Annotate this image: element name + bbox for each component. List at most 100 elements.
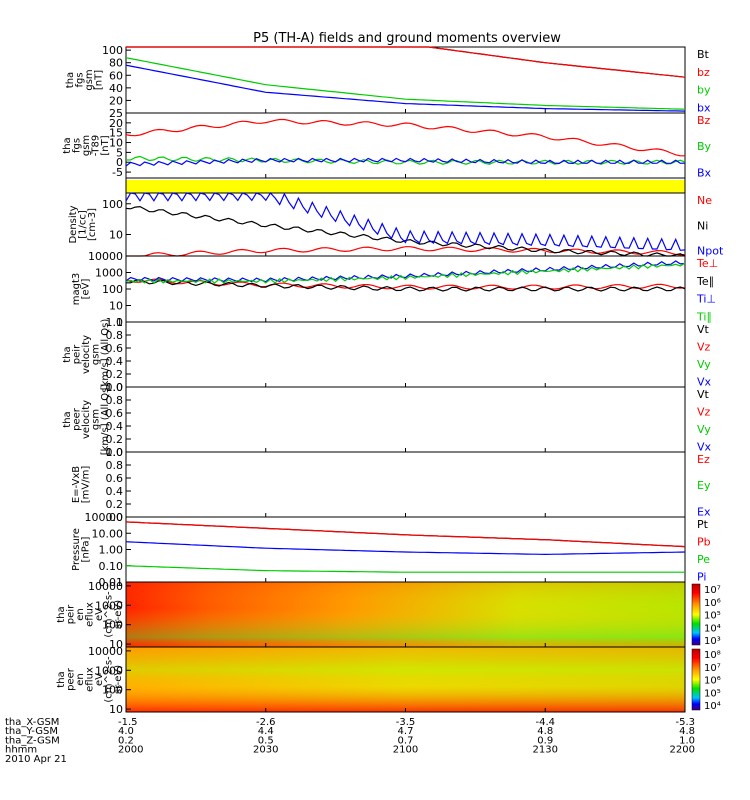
y-axis-label: peir bbox=[66, 604, 77, 624]
panel-pressure: 100.00 10.00 1.00 0.10 0.01 Pressure[nPa] Pt Pb… bbox=[71, 511, 711, 589]
y-axis-label: velocity bbox=[81, 400, 92, 439]
y-tick-label: 0.6 bbox=[106, 472, 124, 485]
legend-Pe: Pe bbox=[697, 553, 710, 566]
y-tick-label: 0.4 bbox=[106, 420, 124, 433]
y-tick-label: 100 bbox=[102, 619, 123, 632]
y-tick-label: 0.6 bbox=[106, 407, 124, 420]
x-row-value: 0.2 bbox=[118, 735, 134, 746]
colorbar bbox=[691, 648, 701, 711]
legend-Vy: Vy bbox=[697, 423, 711, 436]
y-tick-label: 0.4 bbox=[106, 355, 124, 368]
y-axis-label: tha bbox=[56, 671, 67, 687]
colorbar-tick-label: 10⁵ bbox=[704, 611, 721, 622]
legend-bx: bx bbox=[697, 101, 711, 114]
y-axis-label: sr-eV) bbox=[113, 600, 124, 629]
y-tick-label: -5 bbox=[112, 166, 123, 179]
legend-Ex: Ex bbox=[697, 505, 711, 518]
x-row-value: 4.8 bbox=[679, 726, 695, 737]
y-axis-label: en bbox=[75, 673, 86, 686]
legend-By: By bbox=[697, 140, 712, 153]
legend-Vz: Vz bbox=[697, 405, 711, 418]
y-tick-label: 100.00 bbox=[85, 511, 124, 524]
y-tick-label: 10000 bbox=[88, 580, 123, 593]
y-tick-label: 1 bbox=[116, 316, 123, 329]
x-row-value: 2200 bbox=[670, 745, 695, 756]
y-axis-label: sr-eV) bbox=[113, 665, 124, 694]
y-tick-label: 0.8 bbox=[106, 459, 124, 472]
x-row-value: 4.0 bbox=[118, 726, 134, 737]
panel-temp: 10000 1000 100 10 1 magt3[eV] Te⊥ Te∥ Ti⊥ Ti∥ bbox=[71, 250, 718, 329]
colorbar-tick-label: 10⁵ bbox=[704, 688, 721, 699]
y-axis-label: tha bbox=[62, 346, 73, 362]
y-axis-label: gsm bbox=[81, 135, 92, 156]
legend-Ti⊥: Ti⊥ bbox=[696, 293, 716, 306]
legend-Vt: Vt bbox=[697, 323, 710, 336]
colorbar-tick-label: 10⁴ bbox=[704, 701, 721, 712]
y-tick-label: 40 bbox=[109, 82, 123, 95]
y-tick-label: 10.00 bbox=[92, 527, 124, 540]
series-Te⊥ bbox=[125, 278, 686, 290]
y-axis-label: [nT] bbox=[94, 70, 105, 90]
x-row-label: 2010 Apr 21 bbox=[5, 754, 67, 765]
legend-Ne: Ne bbox=[697, 194, 712, 207]
series-bx bbox=[125, 64, 686, 112]
panel-frame bbox=[125, 321, 686, 388]
series-Bx bbox=[125, 157, 686, 167]
x-row-value: 0.9 bbox=[537, 735, 553, 746]
y-axis-label: velocity bbox=[81, 335, 92, 374]
panel-ve: 1.00.80.60.40.20.0thapeervelocitygsm[km/… bbox=[62, 381, 712, 459]
series-Pe bbox=[125, 565, 685, 573]
colorbar bbox=[691, 583, 701, 646]
y-tick-label: 1000 bbox=[95, 267, 123, 280]
y-tick-label: 60 bbox=[109, 69, 123, 82]
series-Te∥ bbox=[126, 278, 686, 292]
y-tick-label: 0.0 bbox=[106, 446, 124, 459]
y-axis-label: [km/s] (All Qs) bbox=[100, 319, 111, 391]
y-axis-label: peir bbox=[72, 344, 83, 364]
spectrogram-energy-shading bbox=[126, 582, 685, 647]
y-axis-label: eflux bbox=[85, 667, 96, 692]
y-tick-label: 15 bbox=[109, 127, 123, 140]
y-axis-label: peer bbox=[66, 667, 77, 691]
y-axis-label: (cm^2-s- bbox=[104, 656, 115, 703]
legend-Bt: Bt bbox=[697, 48, 710, 61]
flag-bar bbox=[126, 180, 685, 193]
y-axis-label: peer bbox=[72, 407, 83, 431]
x-row-value: 4.7 bbox=[398, 726, 414, 737]
x-row-value: 2130 bbox=[533, 745, 558, 756]
colorbar-tick-label: 10⁷ bbox=[704, 585, 721, 596]
colorbar-tick-label: 10⁶ bbox=[704, 598, 721, 609]
legend-Pt: Pt bbox=[697, 518, 709, 531]
x-row-value: -5.3 bbox=[675, 717, 695, 728]
y-axis-label: [nT] bbox=[100, 135, 111, 155]
y-tick-label: 0.2 bbox=[106, 498, 124, 511]
panel-density: 100 10 Density[1/cc][cm-3] Ne Ni Npot bbox=[68, 192, 724, 258]
y-tick-label: 0.8 bbox=[106, 329, 124, 342]
y-tick-label: 0.0 bbox=[106, 511, 124, 524]
y-axis-label: Pressure bbox=[71, 528, 82, 571]
x-row-value: 0.7 bbox=[398, 735, 414, 746]
y-tick-label: 10 bbox=[109, 300, 123, 313]
y-tick-label: 1.00 bbox=[99, 544, 124, 557]
x-row-value: 4.8 bbox=[537, 726, 553, 737]
y-axis-label: E=-VxB bbox=[71, 466, 82, 503]
series-Pb bbox=[125, 521, 686, 548]
x-row-value: 2000 bbox=[118, 745, 143, 756]
y-tick-label: 0.01 bbox=[99, 576, 124, 589]
legend-Te⊥: Te⊥ bbox=[696, 257, 718, 270]
x-row-label: tha_Z-GSM bbox=[5, 735, 60, 746]
series-Bt bbox=[126, 46, 686, 78]
spectrogram-energy-shading bbox=[126, 647, 685, 712]
y-tick-label: 1.0 bbox=[106, 381, 124, 394]
panel-frame bbox=[125, 386, 686, 453]
y-axis-label: eV bbox=[94, 608, 105, 621]
y-tick-label: 100 bbox=[102, 44, 123, 57]
y-axis-label: fgs bbox=[75, 72, 86, 87]
y-axis-label: eV bbox=[94, 673, 105, 686]
y-tick-label: 10000 bbox=[88, 645, 123, 658]
